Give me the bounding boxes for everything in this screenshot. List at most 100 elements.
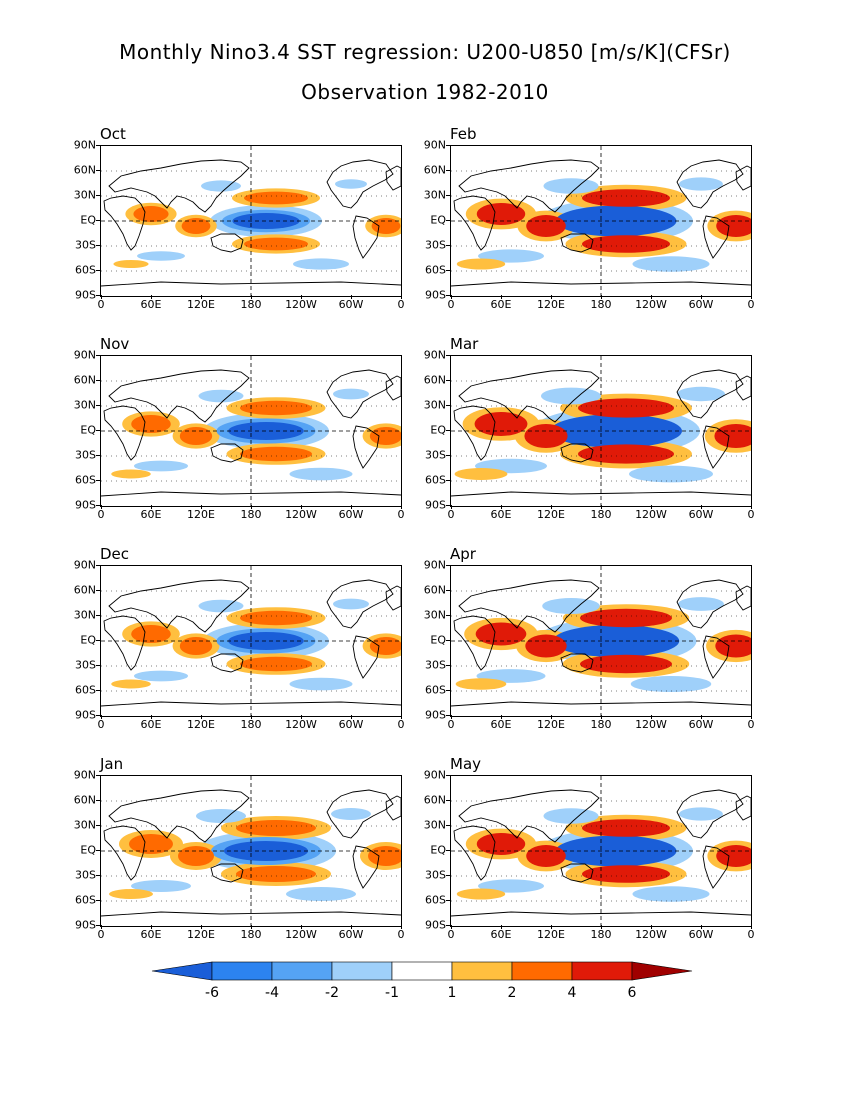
longitude-tick bbox=[401, 715, 402, 719]
anomaly-contour bbox=[240, 656, 312, 672]
longitude-tick bbox=[201, 295, 202, 299]
longitude-label: 60E bbox=[490, 718, 512, 731]
anomaly-contour bbox=[543, 178, 599, 194]
longitude-tick bbox=[501, 925, 502, 929]
latitude-tick bbox=[96, 925, 100, 926]
anomaly-contour bbox=[578, 398, 674, 418]
coastline bbox=[210, 653, 244, 673]
coastline bbox=[352, 635, 380, 679]
coastline bbox=[735, 375, 751, 401]
latitude-tick bbox=[446, 875, 450, 876]
coastline bbox=[458, 159, 600, 213]
colorbar-tick-label: 2 bbox=[507, 985, 517, 1001]
longitude-label: 60W bbox=[338, 508, 364, 521]
coastline bbox=[702, 635, 730, 679]
longitude-label: 180 bbox=[590, 298, 612, 311]
map-canvas bbox=[101, 776, 401, 926]
longitude-label: 60E bbox=[490, 508, 512, 521]
longitude-tick bbox=[201, 925, 202, 929]
latitude-tick bbox=[446, 775, 450, 776]
latitude-label: EQ bbox=[80, 633, 96, 647]
coastline bbox=[326, 159, 394, 209]
map-canvas bbox=[101, 356, 401, 506]
latitude-tick bbox=[96, 775, 100, 776]
latitude-tick bbox=[96, 170, 100, 171]
longitude-tick bbox=[501, 295, 502, 299]
coastline bbox=[451, 911, 751, 917]
latitude-label: 90N bbox=[73, 348, 96, 362]
coastline bbox=[560, 863, 594, 883]
anomaly-contour bbox=[134, 670, 188, 682]
colorbar-segment bbox=[571, 961, 633, 981]
latitude-label: 60N bbox=[423, 583, 446, 597]
longitude-label: 60W bbox=[338, 718, 364, 731]
anomaly-contour bbox=[240, 610, 312, 626]
anomaly-contour bbox=[331, 808, 371, 820]
latitude-label: 60S bbox=[425, 263, 446, 277]
map-canvas bbox=[451, 356, 751, 506]
longitude-tick bbox=[701, 715, 702, 719]
figure-title: Monthly Nino3.4 SST regression: U200-U85… bbox=[119, 40, 731, 64]
longitude-label: 180 bbox=[240, 928, 262, 941]
coastline bbox=[451, 701, 751, 707]
longitude-tick bbox=[101, 505, 102, 509]
longitude-tick bbox=[251, 925, 252, 929]
longitude-label: 60E bbox=[140, 718, 162, 731]
longitude-label: 60W bbox=[688, 928, 714, 941]
longitude-label: 120E bbox=[187, 508, 215, 521]
map-canvas bbox=[451, 146, 751, 296]
latitude-tick bbox=[96, 665, 100, 666]
coastline bbox=[458, 369, 600, 423]
map-canvas bbox=[451, 776, 751, 926]
latitude-tick bbox=[96, 220, 100, 221]
longitude-label: 60E bbox=[140, 298, 162, 311]
latitude-label: 30N bbox=[73, 398, 96, 412]
latitude-label: 30N bbox=[73, 608, 96, 622]
anomaly-contour bbox=[129, 834, 173, 854]
longitude-label: 180 bbox=[240, 508, 262, 521]
longitude-label: 120E bbox=[187, 928, 215, 941]
anomaly-contour bbox=[178, 846, 214, 866]
coastline bbox=[453, 405, 496, 461]
latitude-tick bbox=[446, 455, 450, 456]
anomaly-contour bbox=[289, 677, 353, 691]
panel-label: Mar bbox=[450, 335, 479, 353]
coastline bbox=[676, 579, 744, 629]
longitude-tick bbox=[601, 505, 602, 509]
latitude-tick bbox=[96, 690, 100, 691]
anomaly-contour bbox=[716, 215, 751, 237]
latitude-label: 30N bbox=[73, 818, 96, 832]
latitude-tick bbox=[96, 590, 100, 591]
latitude-tick bbox=[96, 875, 100, 876]
anomaly-contour bbox=[525, 634, 567, 658]
latitude-label: 90S bbox=[425, 918, 446, 932]
anomaly-contour bbox=[632, 886, 710, 902]
anomaly-contour bbox=[582, 235, 670, 253]
latitude-label: EQ bbox=[430, 423, 446, 437]
longitude-tick bbox=[451, 505, 452, 509]
anomaly-contour bbox=[476, 203, 526, 225]
anomaly-contour bbox=[456, 258, 506, 270]
coastline bbox=[103, 405, 146, 461]
longitude-tick bbox=[451, 715, 452, 719]
longitude-tick bbox=[701, 295, 702, 299]
colorbar-tick-label: 6 bbox=[627, 985, 637, 1001]
longitude-tick bbox=[651, 925, 652, 929]
longitude-label: 120W bbox=[285, 718, 317, 731]
latitude-label: 60S bbox=[425, 893, 446, 907]
coastline bbox=[560, 653, 594, 673]
latitude-label: EQ bbox=[430, 843, 446, 857]
anomaly-contour bbox=[111, 679, 151, 689]
latitude-label: 30S bbox=[75, 658, 96, 672]
anomaly-contour bbox=[524, 424, 568, 448]
figure-subtitle: Observation 1982-2010 bbox=[301, 80, 549, 104]
coastline bbox=[735, 795, 751, 821]
latitude-label: 60N bbox=[423, 163, 446, 177]
latitude-label: 90S bbox=[425, 498, 446, 512]
latitude-label: 60S bbox=[75, 893, 96, 907]
anomaly-contour bbox=[244, 237, 308, 251]
anomaly-contour bbox=[456, 888, 506, 900]
anomaly-contour bbox=[201, 180, 241, 192]
panel-label: May bbox=[450, 755, 482, 773]
anomaly-contour bbox=[630, 675, 712, 693]
